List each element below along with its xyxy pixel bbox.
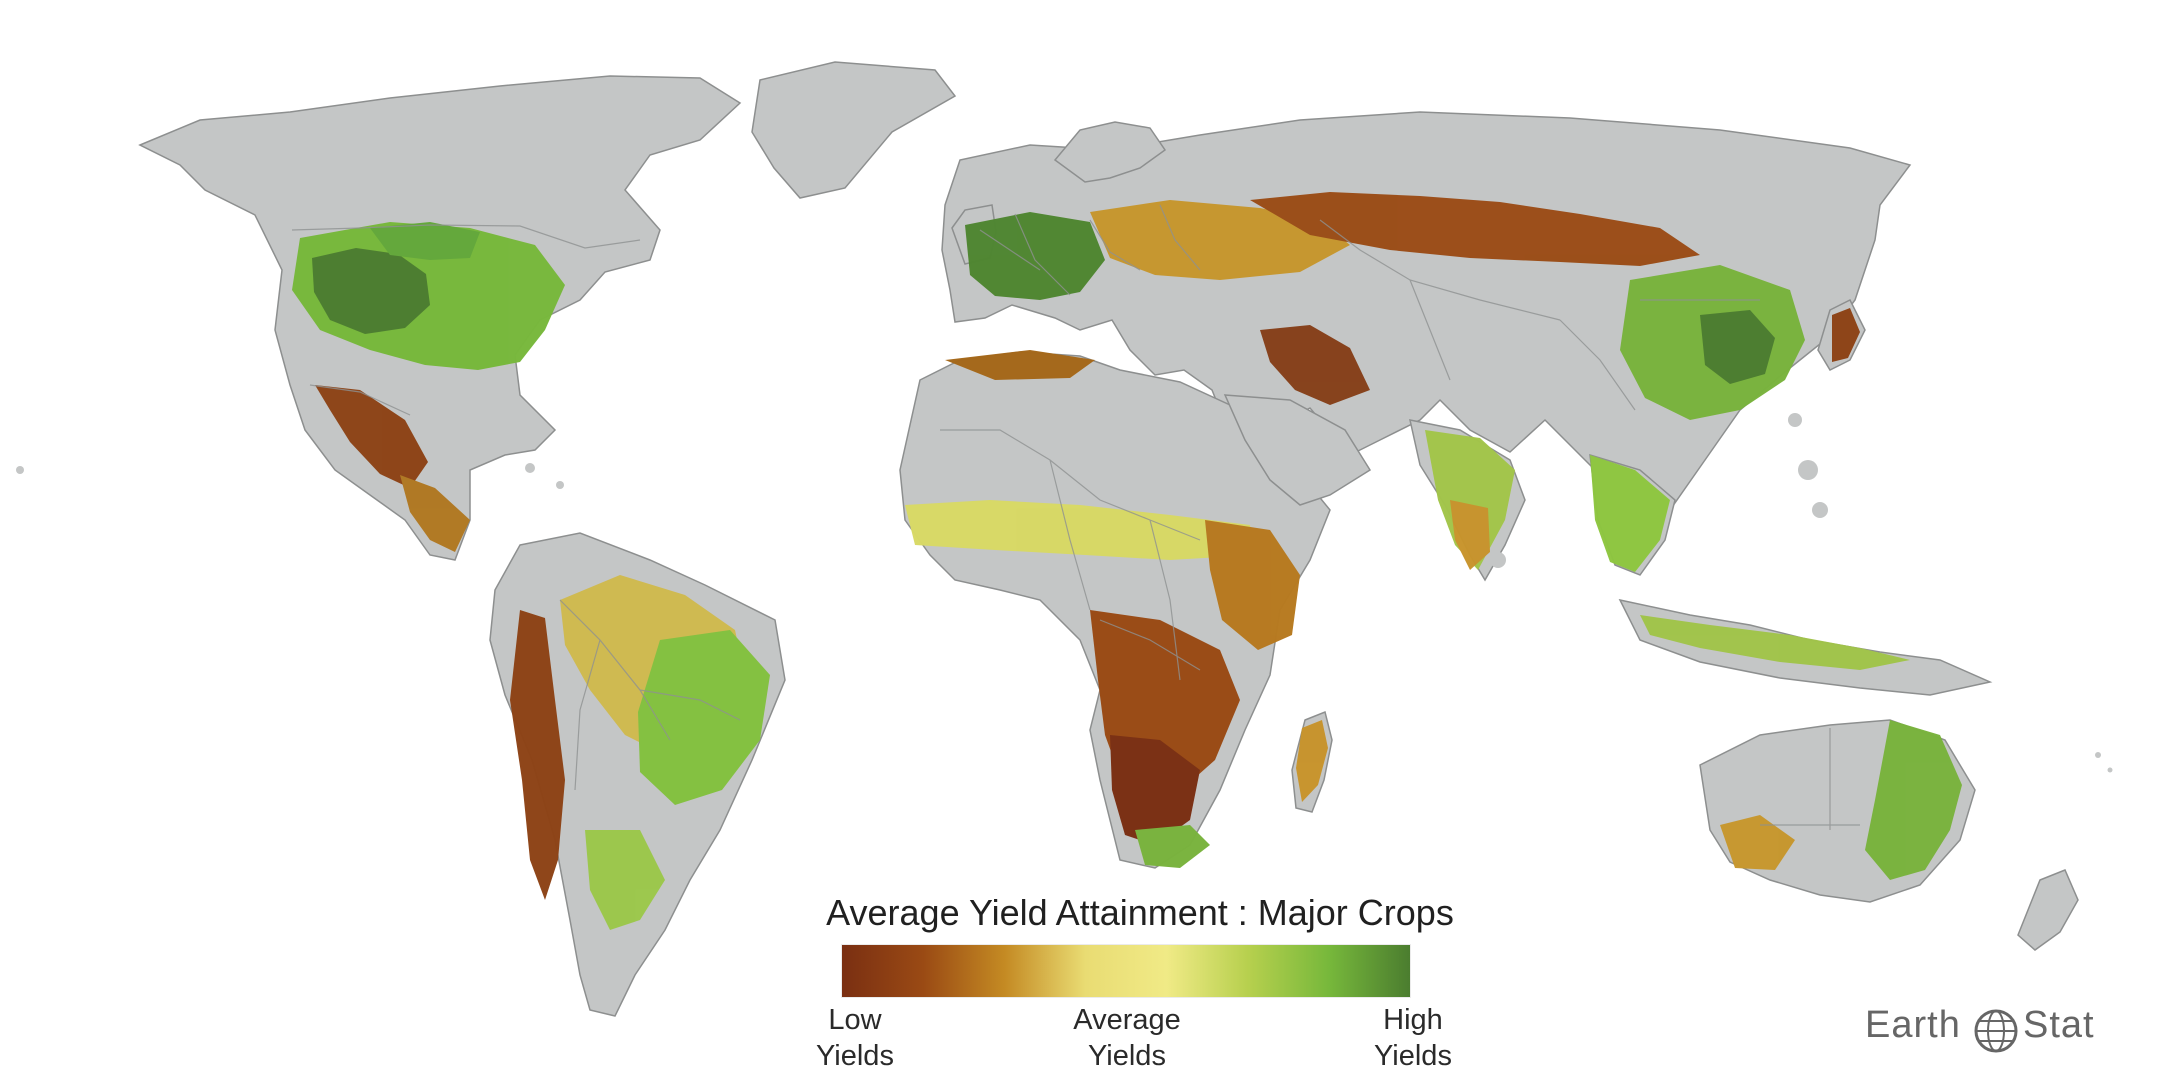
india-mixed: [1425, 430, 1515, 570]
australia-southwest-mixed: [1720, 815, 1795, 870]
china-core-dark: [1700, 310, 1775, 384]
legend-average-label: Average Yields: [1073, 1004, 1181, 1072]
africa-borders: [940, 429, 1201, 681]
sri-lanka: [1490, 552, 1506, 568]
indonesia-high: [1640, 615, 1910, 670]
sahel-band: [905, 500, 1255, 560]
philippines-1: [1798, 460, 1818, 480]
legend: Average Yield Attainment : Major Crops L…: [790, 892, 1490, 1072]
andes-low: [510, 610, 565, 900]
brazil-high: [638, 630, 770, 805]
russia-mixed: [1250, 192, 1700, 266]
middle-east-low: [1260, 325, 1370, 405]
brand-right-text: Stat: [2023, 1004, 2095, 1046]
southeast-asia-high: [1590, 455, 1670, 572]
yield-overlay: [292, 192, 1962, 930]
pacific-island-2: [2107, 767, 2113, 773]
caribbean-island-1: [525, 463, 535, 473]
europe-borders: [979, 204, 1201, 296]
legend-title: Average Yield Attainment : Major Crops: [826, 892, 1454, 933]
hawaii-island: [16, 466, 24, 474]
australia-borders: [1760, 728, 1860, 830]
brand-left-text: Earth: [1865, 1004, 1961, 1046]
yield-gradient-bar: [842, 945, 1410, 997]
japan-mixed: [1832, 308, 1860, 362]
pacific-island-1: [2095, 752, 2101, 758]
country-borders: [291, 204, 1860, 830]
mexico-border: [309, 384, 411, 416]
earthstat-logo: Earth Stat: [1865, 1004, 2125, 1064]
south-america-borders: [559, 599, 741, 791]
us-canada-border: [291, 224, 641, 249]
scandinavia: [1053, 121, 1167, 183]
argentina-mixed: [585, 830, 665, 930]
canada-prairies: [370, 222, 480, 260]
asia-borders: [1319, 219, 1760, 411]
east-africa-mixed: [1205, 520, 1300, 650]
new-zealand: [2017, 869, 2079, 951]
europe-high: [965, 212, 1105, 300]
philippines-2: [1812, 502, 1828, 518]
greenland: [751, 61, 957, 199]
australia-east-high: [1865, 720, 1962, 880]
globe-icon: [1974, 1009, 2018, 1053]
madagascar-mixed: [1296, 720, 1328, 802]
south-africa-high: [1135, 825, 1210, 868]
legend-low-label: Low Yields: [816, 1004, 894, 1072]
taiwan: [1788, 413, 1802, 427]
caribbean-island-2: [556, 481, 564, 489]
us-green-core: [312, 248, 430, 334]
legend-high-label: High Yields: [1374, 1004, 1452, 1072]
southern-africa-low: [1110, 735, 1200, 845]
north-africa-coast: [945, 350, 1095, 380]
india-south-mixed: [1450, 500, 1490, 570]
central-america-mixed: [400, 475, 470, 552]
arabia: [1223, 394, 1372, 506]
small-islands: [16, 413, 2113, 773]
mexico-low: [315, 385, 428, 488]
